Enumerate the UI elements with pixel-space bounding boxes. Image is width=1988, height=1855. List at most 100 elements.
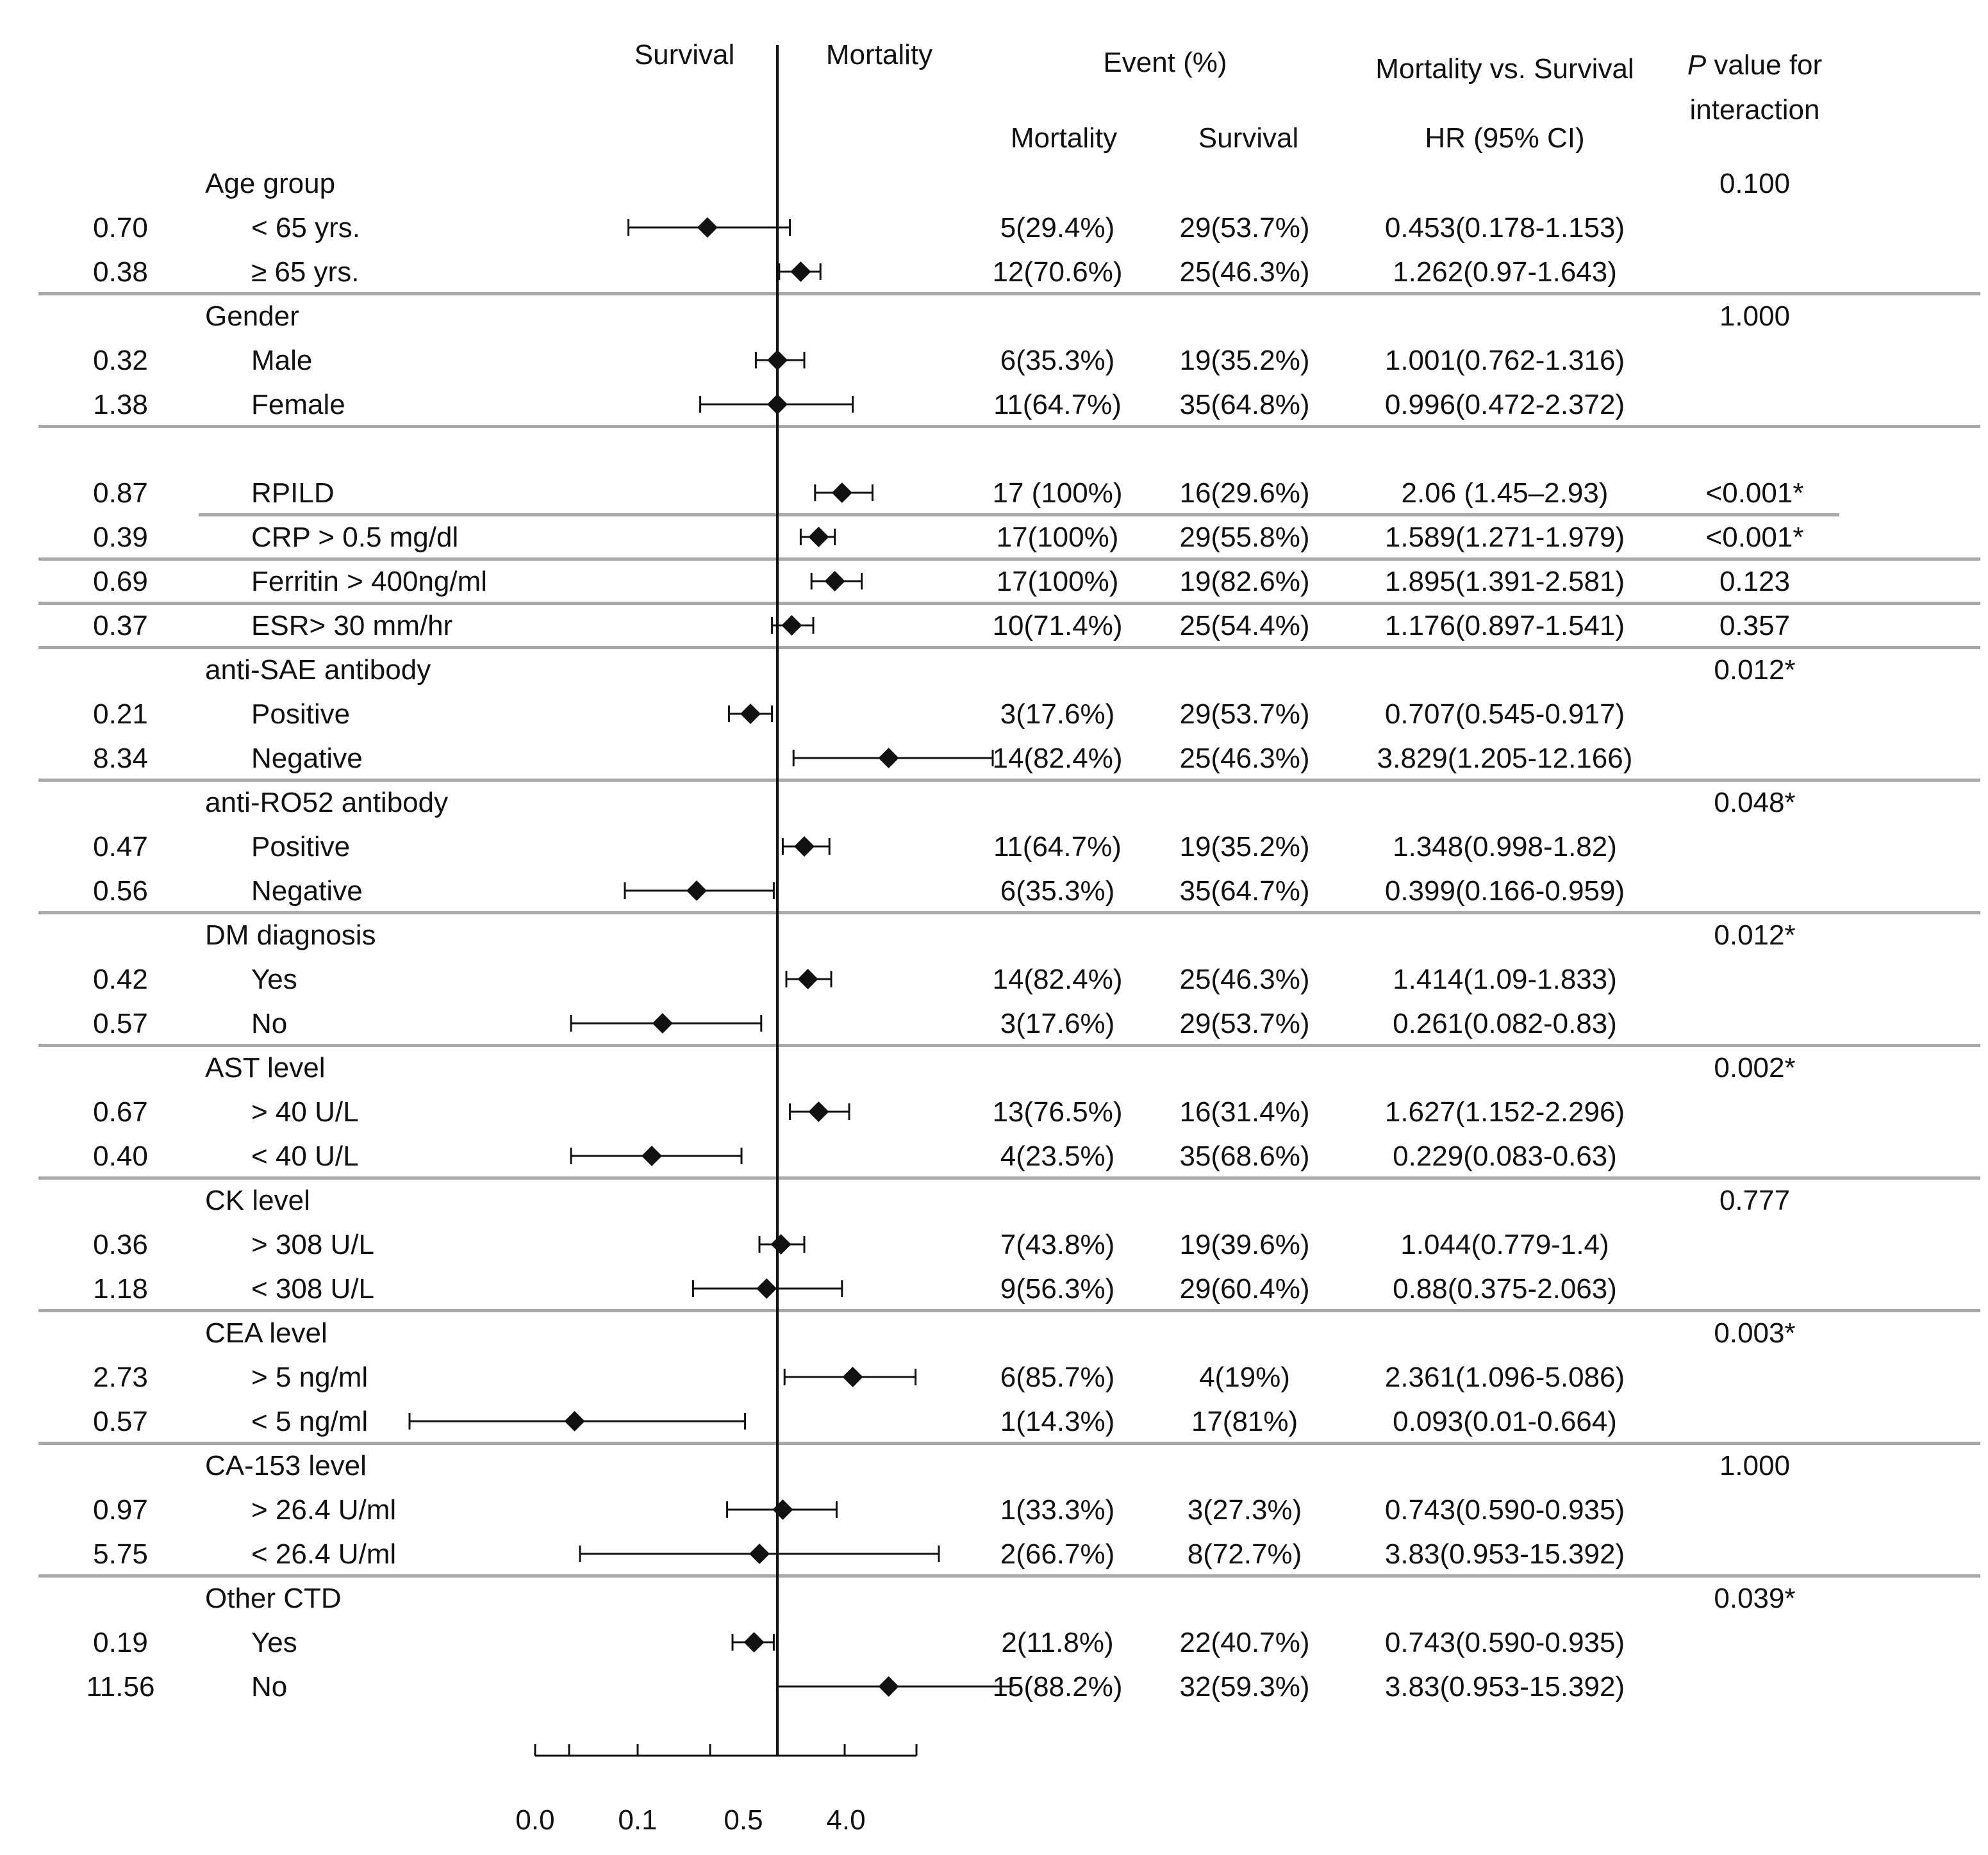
survival-event: 29(55.8%) [1179, 522, 1309, 553]
mortality-event: 3(17.6%) [1000, 1008, 1115, 1039]
estimate-diamond [642, 1146, 662, 1166]
mortality-event: 9(56.3%) [1000, 1273, 1115, 1305]
subgroup-label: > 26.4 U/ml [251, 1494, 396, 1526]
left-value: 2.73 [93, 1362, 148, 1393]
survival-event: 25(46.3%) [1179, 743, 1309, 774]
mortality-event: 11(64.7%) [993, 389, 1122, 420]
survival-column-header: Survival [1198, 122, 1299, 154]
mortality-event: 17(100%) [997, 566, 1119, 597]
survival-event: 25(46.3%) [1179, 964, 1309, 995]
estimate-diamond [797, 969, 818, 989]
hazard-ratio: 2.06 (1.45–2.93) [1402, 477, 1609, 509]
survival-event: 35(64.8%) [1179, 389, 1309, 420]
estimate-diamond [697, 217, 718, 238]
p-italic-letter: P [1687, 49, 1707, 81]
estimate-diamond [794, 836, 815, 857]
p-value-header-line2: interaction [1689, 94, 1819, 126]
estimate-diamond [770, 1234, 791, 1255]
estimate-diamond [652, 1013, 673, 1034]
interaction-p-value: 0.123 [1719, 566, 1790, 597]
mortality-event: 5(29.4%) [1000, 212, 1115, 243]
left-value: 0.47 [93, 831, 148, 862]
left-value: 11.56 [87, 1671, 155, 1702]
hazard-ratio: 3.83(0.953-15.392) [1385, 1671, 1625, 1702]
subgroup-label: < 308 U/L [251, 1273, 374, 1305]
hazard-ratio: 1.348(0.998-1.82) [1393, 831, 1617, 862]
hr-header-top: Mortality vs. Survival [1375, 53, 1634, 85]
mortality-event: 6(35.3%) [1000, 345, 1115, 376]
subgroup-label: < 40 U/L [251, 1141, 359, 1172]
survival-event: 16(29.6%) [1179, 477, 1309, 509]
hazard-ratio: 3.83(0.953-15.392) [1385, 1538, 1625, 1570]
hazard-ratio: 1.895(1.391-2.581) [1385, 566, 1625, 597]
interaction-p-value: 0.012* [1714, 654, 1795, 686]
hazard-ratio: 1.414(1.09-1.833) [1393, 964, 1617, 995]
x-tick-label: 0.0 [515, 1804, 554, 1836]
left-value: 0.69 [93, 566, 148, 597]
survival-direction-label: Survival [634, 39, 735, 70]
survival-event: 29(60.4%) [1179, 1273, 1309, 1305]
hazard-ratio: 2.361(1.096-5.086) [1385, 1362, 1625, 1393]
mortality-event: 2(66.7%) [1000, 1538, 1115, 1570]
mortality-event: 10(71.4%) [992, 610, 1122, 641]
mortality-event: 1(33.3%) [1000, 1494, 1115, 1526]
hazard-ratio: 3.829(1.205-12.166) [1377, 743, 1633, 774]
survival-event: 16(31.4%) [1179, 1096, 1309, 1128]
mortality-column-header: Mortality [1011, 122, 1117, 154]
left-value: 0.19 [93, 1627, 148, 1658]
x-tick-label: 0.1 [618, 1804, 657, 1836]
group-label: CK level [205, 1185, 310, 1216]
estimate-diamond [790, 261, 811, 282]
estimate-diamond [824, 571, 845, 591]
interaction-p-value: 0.357 [1719, 610, 1790, 641]
left-value: 0.37 [93, 610, 148, 641]
left-value: 0.40 [93, 1141, 148, 1172]
hazard-ratio: 0.743(0.590-0.935) [1385, 1494, 1625, 1526]
interaction-p-value: 1.000 [1719, 301, 1790, 332]
hazard-ratio: 0.261(0.082-0.83) [1393, 1008, 1617, 1039]
subgroup-label: ESR> 30 mm/hr [251, 610, 452, 641]
survival-event: 32(59.3%) [1179, 1671, 1309, 1702]
interaction-p-value: 0.777 [1719, 1185, 1790, 1216]
hazard-ratio: 0.399(0.166-0.959) [1385, 875, 1625, 907]
survival-event: 19(35.2%) [1179, 345, 1309, 376]
subgroup-label: Negative [251, 743, 363, 774]
subgroup-label: Positive [251, 831, 350, 862]
hazard-ratio: 0.093(0.01-0.664) [1393, 1406, 1617, 1437]
survival-event: 19(35.2%) [1179, 831, 1309, 862]
estimate-diamond [842, 1367, 863, 1387]
left-value: 0.70 [93, 212, 148, 243]
group-label: Age group [205, 168, 335, 199]
subgroup-label: > 40 U/L [251, 1096, 359, 1128]
left-value: 0.21 [93, 698, 148, 730]
mortality-event: 14(82.4%) [992, 743, 1122, 774]
subgroup-label: Yes [251, 1627, 297, 1658]
left-value: 0.97 [93, 1494, 148, 1526]
group-label: DM diagnosis [205, 919, 376, 951]
estimate-diamond [749, 1544, 770, 1564]
interaction-p-value: 1.000 [1719, 1450, 1790, 1481]
mortality-direction-label: Mortality [826, 39, 932, 70]
mortality-event: 17(100%) [997, 522, 1119, 553]
subgroup-label: No [251, 1671, 287, 1702]
mortality-event: 6(85.7%) [1000, 1362, 1115, 1393]
survival-event: 25(54.4%) [1179, 610, 1309, 641]
subgroup-label: Female [251, 389, 345, 420]
mortality-event: 11(64.7%) [993, 831, 1122, 862]
hazard-ratio: 1.001(0.762-1.316) [1385, 345, 1625, 376]
interaction-p-value: 0.100 [1719, 168, 1790, 199]
x-tick-label: 4.0 [826, 1804, 865, 1836]
hazard-ratio: 1.627(1.152-2.296) [1385, 1096, 1625, 1128]
estimate-diamond [781, 615, 802, 636]
subgroup-label: RPILD [251, 477, 335, 509]
mortality-event: 12(70.6%) [992, 256, 1122, 288]
subgroup-label: < 65 yrs. [251, 212, 360, 243]
left-value: 1.18 [93, 1273, 148, 1305]
estimate-diamond [808, 527, 829, 547]
hr-header-bottom: HR (95% CI) [1425, 122, 1584, 154]
hazard-ratio: 0.707(0.545-0.917) [1385, 698, 1625, 730]
estimate-diamond [564, 1411, 585, 1431]
estimate-diamond [772, 1499, 793, 1520]
left-value: 0.57 [93, 1406, 148, 1437]
survival-event: 19(82.6%) [1179, 566, 1309, 597]
